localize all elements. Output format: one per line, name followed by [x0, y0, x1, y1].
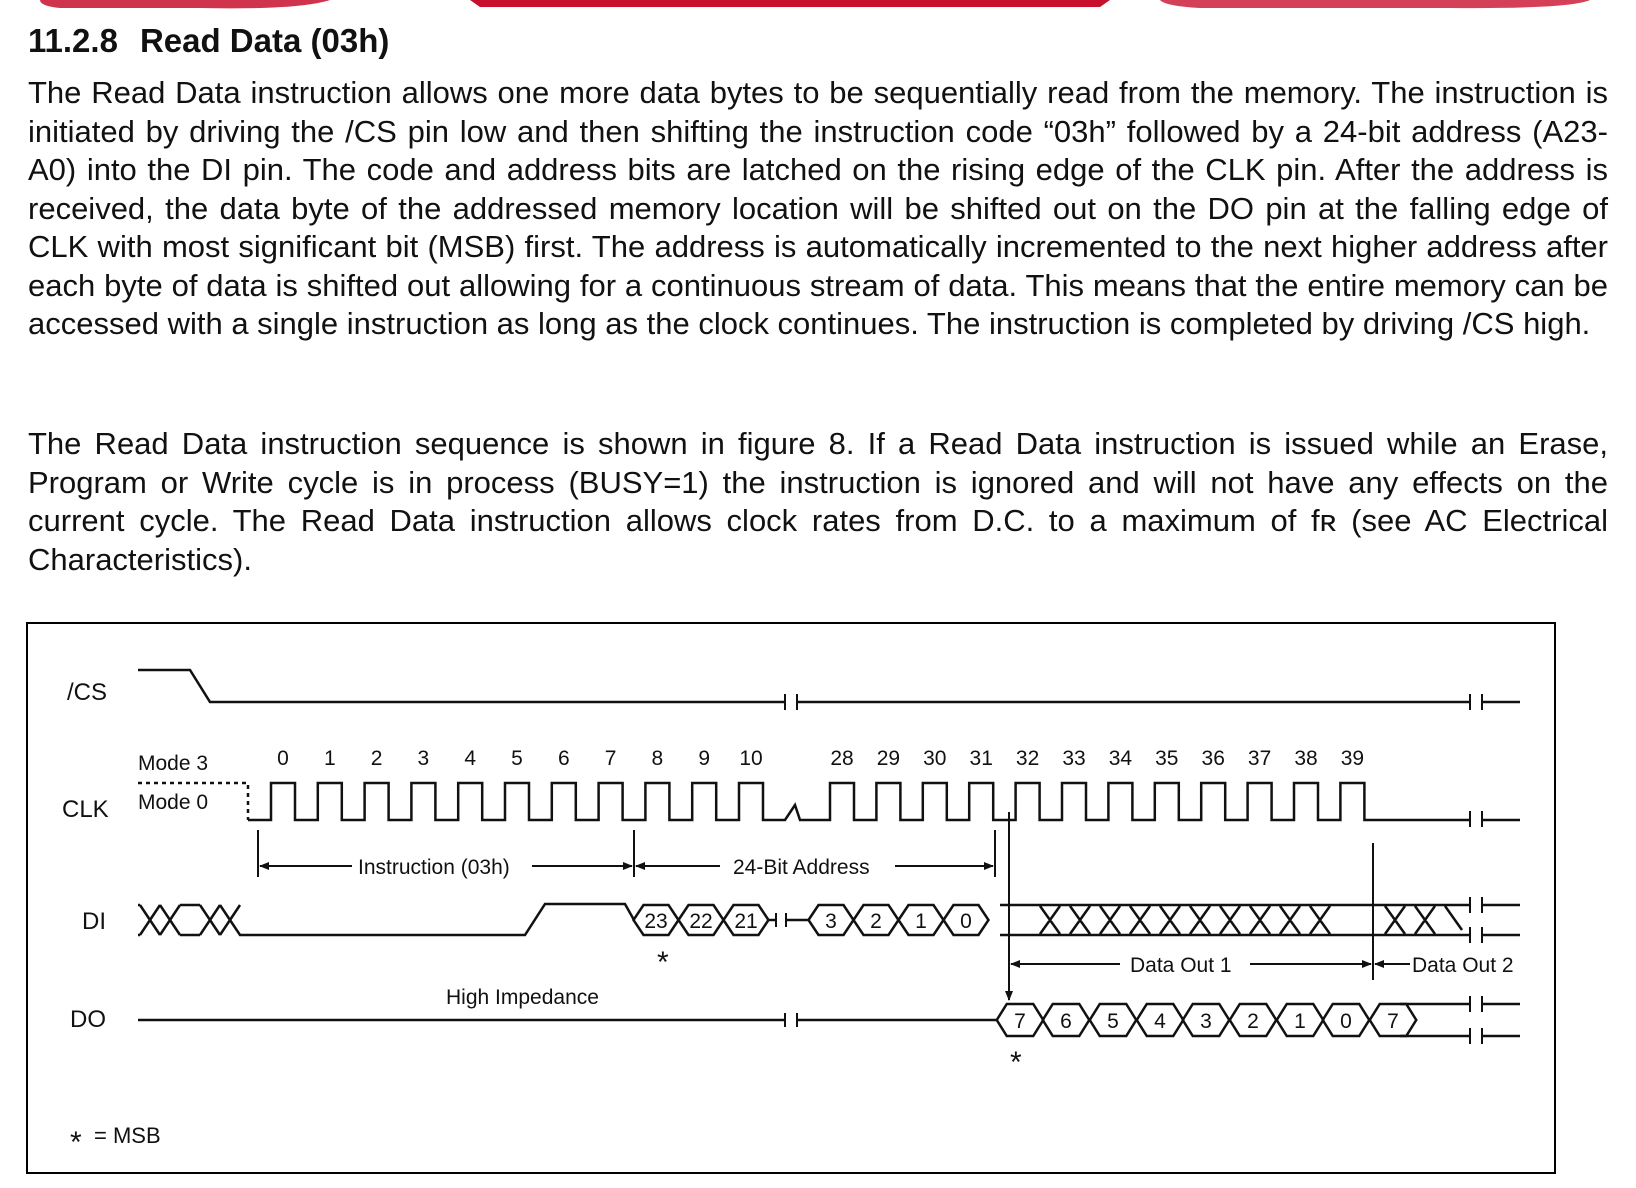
di-bit-cell: 1 [896, 903, 946, 937]
do-bit-cell-label: 7 [1387, 1010, 1399, 1033]
msb-marker-do: * [1010, 1046, 1022, 1079]
di-bit-cell-label: 3 [825, 910, 837, 933]
do-bit-cell-label: 1 [1294, 1010, 1306, 1033]
do-bit-cell-label: 5 [1107, 1010, 1119, 1033]
clock-number: 10 [739, 747, 762, 770]
do-bit-cell: 1 [1275, 1002, 1325, 1038]
di-bit-cell: 2 [851, 903, 901, 937]
clock-number: 1 [324, 747, 336, 770]
clk-break-marks [1469, 811, 1483, 827]
do-bit-cell: 7 [1368, 1002, 1418, 1038]
high-impedance-label: High Impedance [446, 986, 599, 1009]
di-bit-cell-label: 23 [644, 910, 667, 933]
do-bit-cell: 0 [1321, 1002, 1371, 1038]
timing-reference-lines [257, 812, 1374, 990]
do-bit-cell-label: 0 [1340, 1010, 1352, 1033]
clock-number: 32 [1016, 747, 1039, 770]
di-break-marks [775, 913, 787, 927]
di-bit-cell-label: 0 [960, 910, 972, 933]
do-bit-cell: 4 [1135, 1002, 1185, 1038]
clock-number: 5 [511, 747, 523, 770]
timing-diagram-frame [26, 622, 1556, 1174]
do-bit-cell-label: 3 [1200, 1010, 1212, 1033]
di-bit-cell: 23 [631, 903, 681, 937]
di-instruction-waveform [250, 902, 636, 937]
clock-number: 3 [418, 747, 430, 770]
di-bit-cell-label: 22 [689, 910, 712, 933]
do-bit-cell-label: 6 [1060, 1010, 1072, 1033]
clock-number: 6 [558, 747, 570, 770]
section-number: 11.2.8 [28, 22, 118, 59]
cs-waveform [138, 668, 1520, 704]
do-bit-cell: 6 [1041, 1002, 1091, 1038]
legend-msb-asterisk: * [70, 1126, 82, 1159]
clock-number: 39 [1341, 747, 1364, 770]
section-title: Read Data (03h) [139, 22, 390, 59]
do-bit-cell-label: 2 [1247, 1010, 1259, 1033]
data-out-2-label: Data Out 2 [1412, 954, 1514, 977]
clk-waveform [248, 781, 1520, 822]
clock-number: 7 [605, 747, 617, 770]
signal-label-di: DI [82, 908, 106, 935]
header-banner-strip [40, 0, 1590, 9]
signal-label-do: DO [70, 1006, 106, 1033]
do-bit-cell-label: 4 [1154, 1010, 1166, 1033]
clock-number: 0 [277, 747, 289, 770]
clock-number: 36 [1202, 747, 1225, 770]
di-bit-cell: 21 [721, 903, 771, 937]
di-bit-cell: 22 [676, 903, 726, 937]
do-bit-cell-label: 7 [1014, 1010, 1026, 1033]
di-address-bits: 23 22 21 3 2 1 0 [631, 903, 991, 937]
clock-number: 28 [830, 747, 853, 770]
signal-label-clk: CLK [62, 796, 109, 823]
body-paragraph-2: The Read Data instruction sequence is sh… [28, 426, 1608, 577]
clock-number: 30 [923, 747, 946, 770]
mode-3-label: Mode 3 [138, 752, 208, 775]
do-bit-cell: 2 [1228, 1002, 1278, 1038]
do-bit-cell: 7 [995, 1002, 1045, 1038]
clock-numbers-group-1: 0 1 2 3 4 5 6 7 8 9 10 [277, 747, 763, 770]
body-paragraph-1: The Read Data instruction allows one mor… [28, 75, 1608, 341]
di-dont-care-right [1000, 903, 1520, 937]
di-bit-cell: 0 [941, 903, 991, 937]
clock-number: 35 [1155, 747, 1178, 770]
do-break-marks-right [1469, 996, 1483, 1044]
clock-number: 31 [970, 747, 993, 770]
clock-number: 34 [1109, 747, 1133, 770]
section-heading: 11.2.8 Read Data (03h) [28, 22, 389, 60]
clock-numbers-group-2: 28 29 30 31 32 33 34 35 36 37 38 39 [830, 747, 1364, 770]
do-tail [1400, 1002, 1520, 1038]
do-data-bits: 7 6 5 4 3 2 1 0 7 [995, 1002, 1418, 1038]
legend-msb-text: = MSB [94, 1123, 161, 1148]
mode-0-label: Mode 0 [138, 791, 208, 814]
msb-marker-di: * [657, 946, 669, 979]
di-bit-cell-label: 2 [870, 910, 882, 933]
di-bit-cell-label: 1 [915, 910, 927, 933]
do-bit-cell: 5 [1088, 1002, 1138, 1038]
di-bit-cell-label: 21 [734, 910, 757, 933]
clock-number: 4 [464, 747, 476, 770]
clock-number: 8 [652, 747, 664, 770]
clock-number: 9 [698, 747, 710, 770]
clock-number: 37 [1248, 747, 1271, 770]
di-break-marks-right [1469, 897, 1483, 943]
instruction-span-label: Instruction (03h) [358, 856, 510, 879]
signal-label-cs: /CS [67, 679, 107, 706]
clock-number: 2 [371, 747, 383, 770]
data-out-1-label: Data Out 1 [1130, 954, 1232, 977]
do-bit-cell: 3 [1181, 1002, 1231, 1038]
clock-number: 38 [1294, 747, 1317, 770]
cs-break-marks [784, 694, 1483, 710]
clock-number: 33 [1062, 747, 1085, 770]
di-bit-cell: 3 [806, 903, 856, 937]
clock-number: 29 [877, 747, 900, 770]
di-dont-care-left [138, 903, 250, 937]
do-break-marks [784, 1013, 798, 1027]
address-span-label: 24-Bit Address [733, 856, 870, 879]
